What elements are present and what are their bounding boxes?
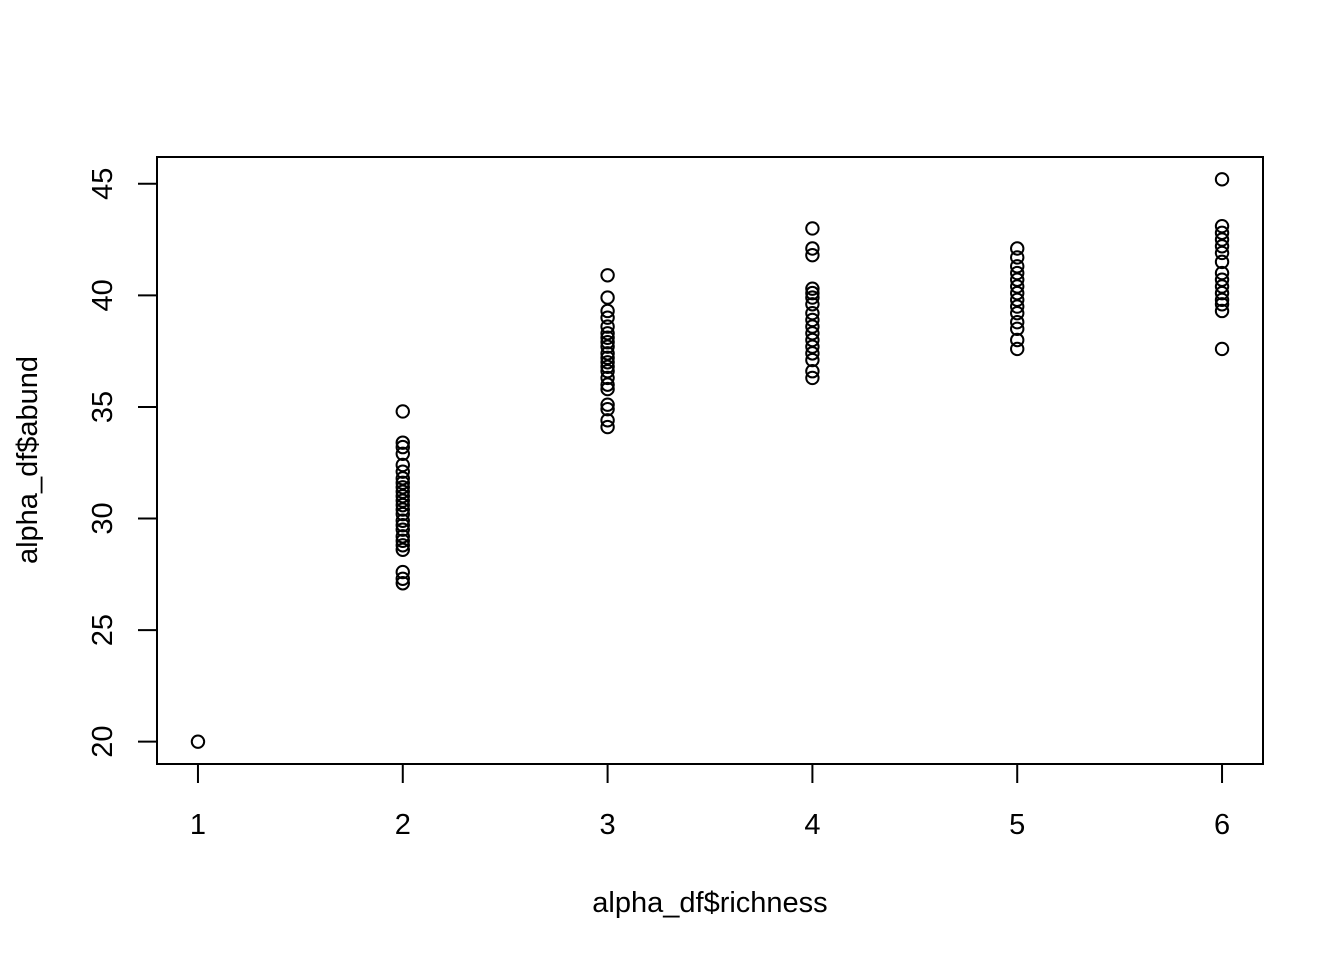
- data-point: [805, 247, 820, 263]
- data-point: [1214, 292, 1230, 308]
- data-point: [395, 538, 410, 553]
- data-point: [395, 446, 410, 462]
- y-tick-label: 40: [87, 279, 119, 311]
- data-point: [1214, 245, 1230, 261]
- data-point: [805, 352, 820, 368]
- data-point: [600, 359, 615, 374]
- data-point: [805, 370, 820, 386]
- data-points: [190, 172, 1230, 749]
- data-point: [805, 364, 820, 379]
- data-point: [600, 339, 615, 354]
- data-point: [805, 346, 820, 361]
- data-point: [1010, 314, 1025, 330]
- data-point: [600, 381, 615, 397]
- data-point: [1010, 299, 1025, 314]
- y-tick-label: 45: [87, 168, 119, 200]
- data-point: [395, 518, 410, 533]
- data-point: [1214, 341, 1230, 357]
- data-point: [1010, 241, 1025, 256]
- data-point: [395, 571, 410, 586]
- x-tick-label: 3: [600, 809, 616, 841]
- data-point: [1010, 306, 1025, 321]
- y-tick-label: 30: [87, 502, 119, 534]
- data-point: [395, 404, 410, 419]
- x-tick-label: 1: [190, 809, 206, 841]
- x-axis: 1 2 3 4 5 6: [190, 763, 1230, 841]
- data-point: [600, 330, 615, 345]
- y-tick-label: 35: [87, 391, 119, 423]
- data-point: [395, 513, 410, 528]
- data-point: [1010, 321, 1025, 337]
- data-point: [600, 319, 615, 334]
- data-point: [1214, 303, 1230, 319]
- data-point: [1214, 239, 1230, 254]
- data-point: [395, 439, 410, 455]
- x-tick-label: 2: [395, 809, 411, 841]
- data-point: [395, 576, 410, 591]
- x-axis-title: alpha_df$richness: [592, 887, 827, 919]
- data-point: [805, 290, 820, 305]
- data-point: [1010, 341, 1025, 357]
- data-point: [395, 542, 410, 557]
- y-axis-title: alpha_df$abund: [12, 356, 44, 564]
- data-point: [1214, 285, 1230, 301]
- data-point: [395, 564, 410, 580]
- data-point: [395, 522, 410, 537]
- data-point: [600, 268, 615, 283]
- data-point: [395, 497, 410, 513]
- data-point: [1214, 297, 1230, 312]
- x-tick-label: 6: [1214, 809, 1230, 841]
- y-tick-label: 25: [87, 614, 119, 646]
- data-point: [190, 734, 206, 749]
- x-tick-label: 5: [1009, 809, 1025, 841]
- data-point: [395, 506, 410, 522]
- data-point: [395, 435, 410, 450]
- data-point: [600, 377, 615, 392]
- data-point: [600, 370, 615, 386]
- y-tick-label: 20: [87, 726, 119, 758]
- y-axis: 20 25 30 35 40 45: [87, 168, 158, 758]
- data-point: [395, 533, 410, 549]
- data-point: [600, 413, 615, 428]
- data-point: [805, 241, 820, 256]
- data-point: [1214, 172, 1230, 187]
- data-point: [600, 419, 615, 435]
- data-point: [600, 355, 615, 370]
- data-point: [1010, 250, 1025, 265]
- data-point: [600, 303, 615, 319]
- data-point: [1214, 254, 1230, 270]
- data-point: [1010, 332, 1025, 348]
- data-point: [395, 464, 410, 479]
- data-point: [600, 397, 615, 412]
- data-point: [805, 281, 820, 296]
- data-point: [805, 221, 820, 236]
- data-point: [600, 335, 615, 350]
- data-point: [805, 285, 820, 301]
- data-point: [600, 310, 615, 325]
- x-tick-label: 4: [804, 809, 820, 841]
- data-point: [805, 297, 820, 312]
- data-point: [600, 401, 615, 417]
- data-point: [395, 502, 410, 517]
